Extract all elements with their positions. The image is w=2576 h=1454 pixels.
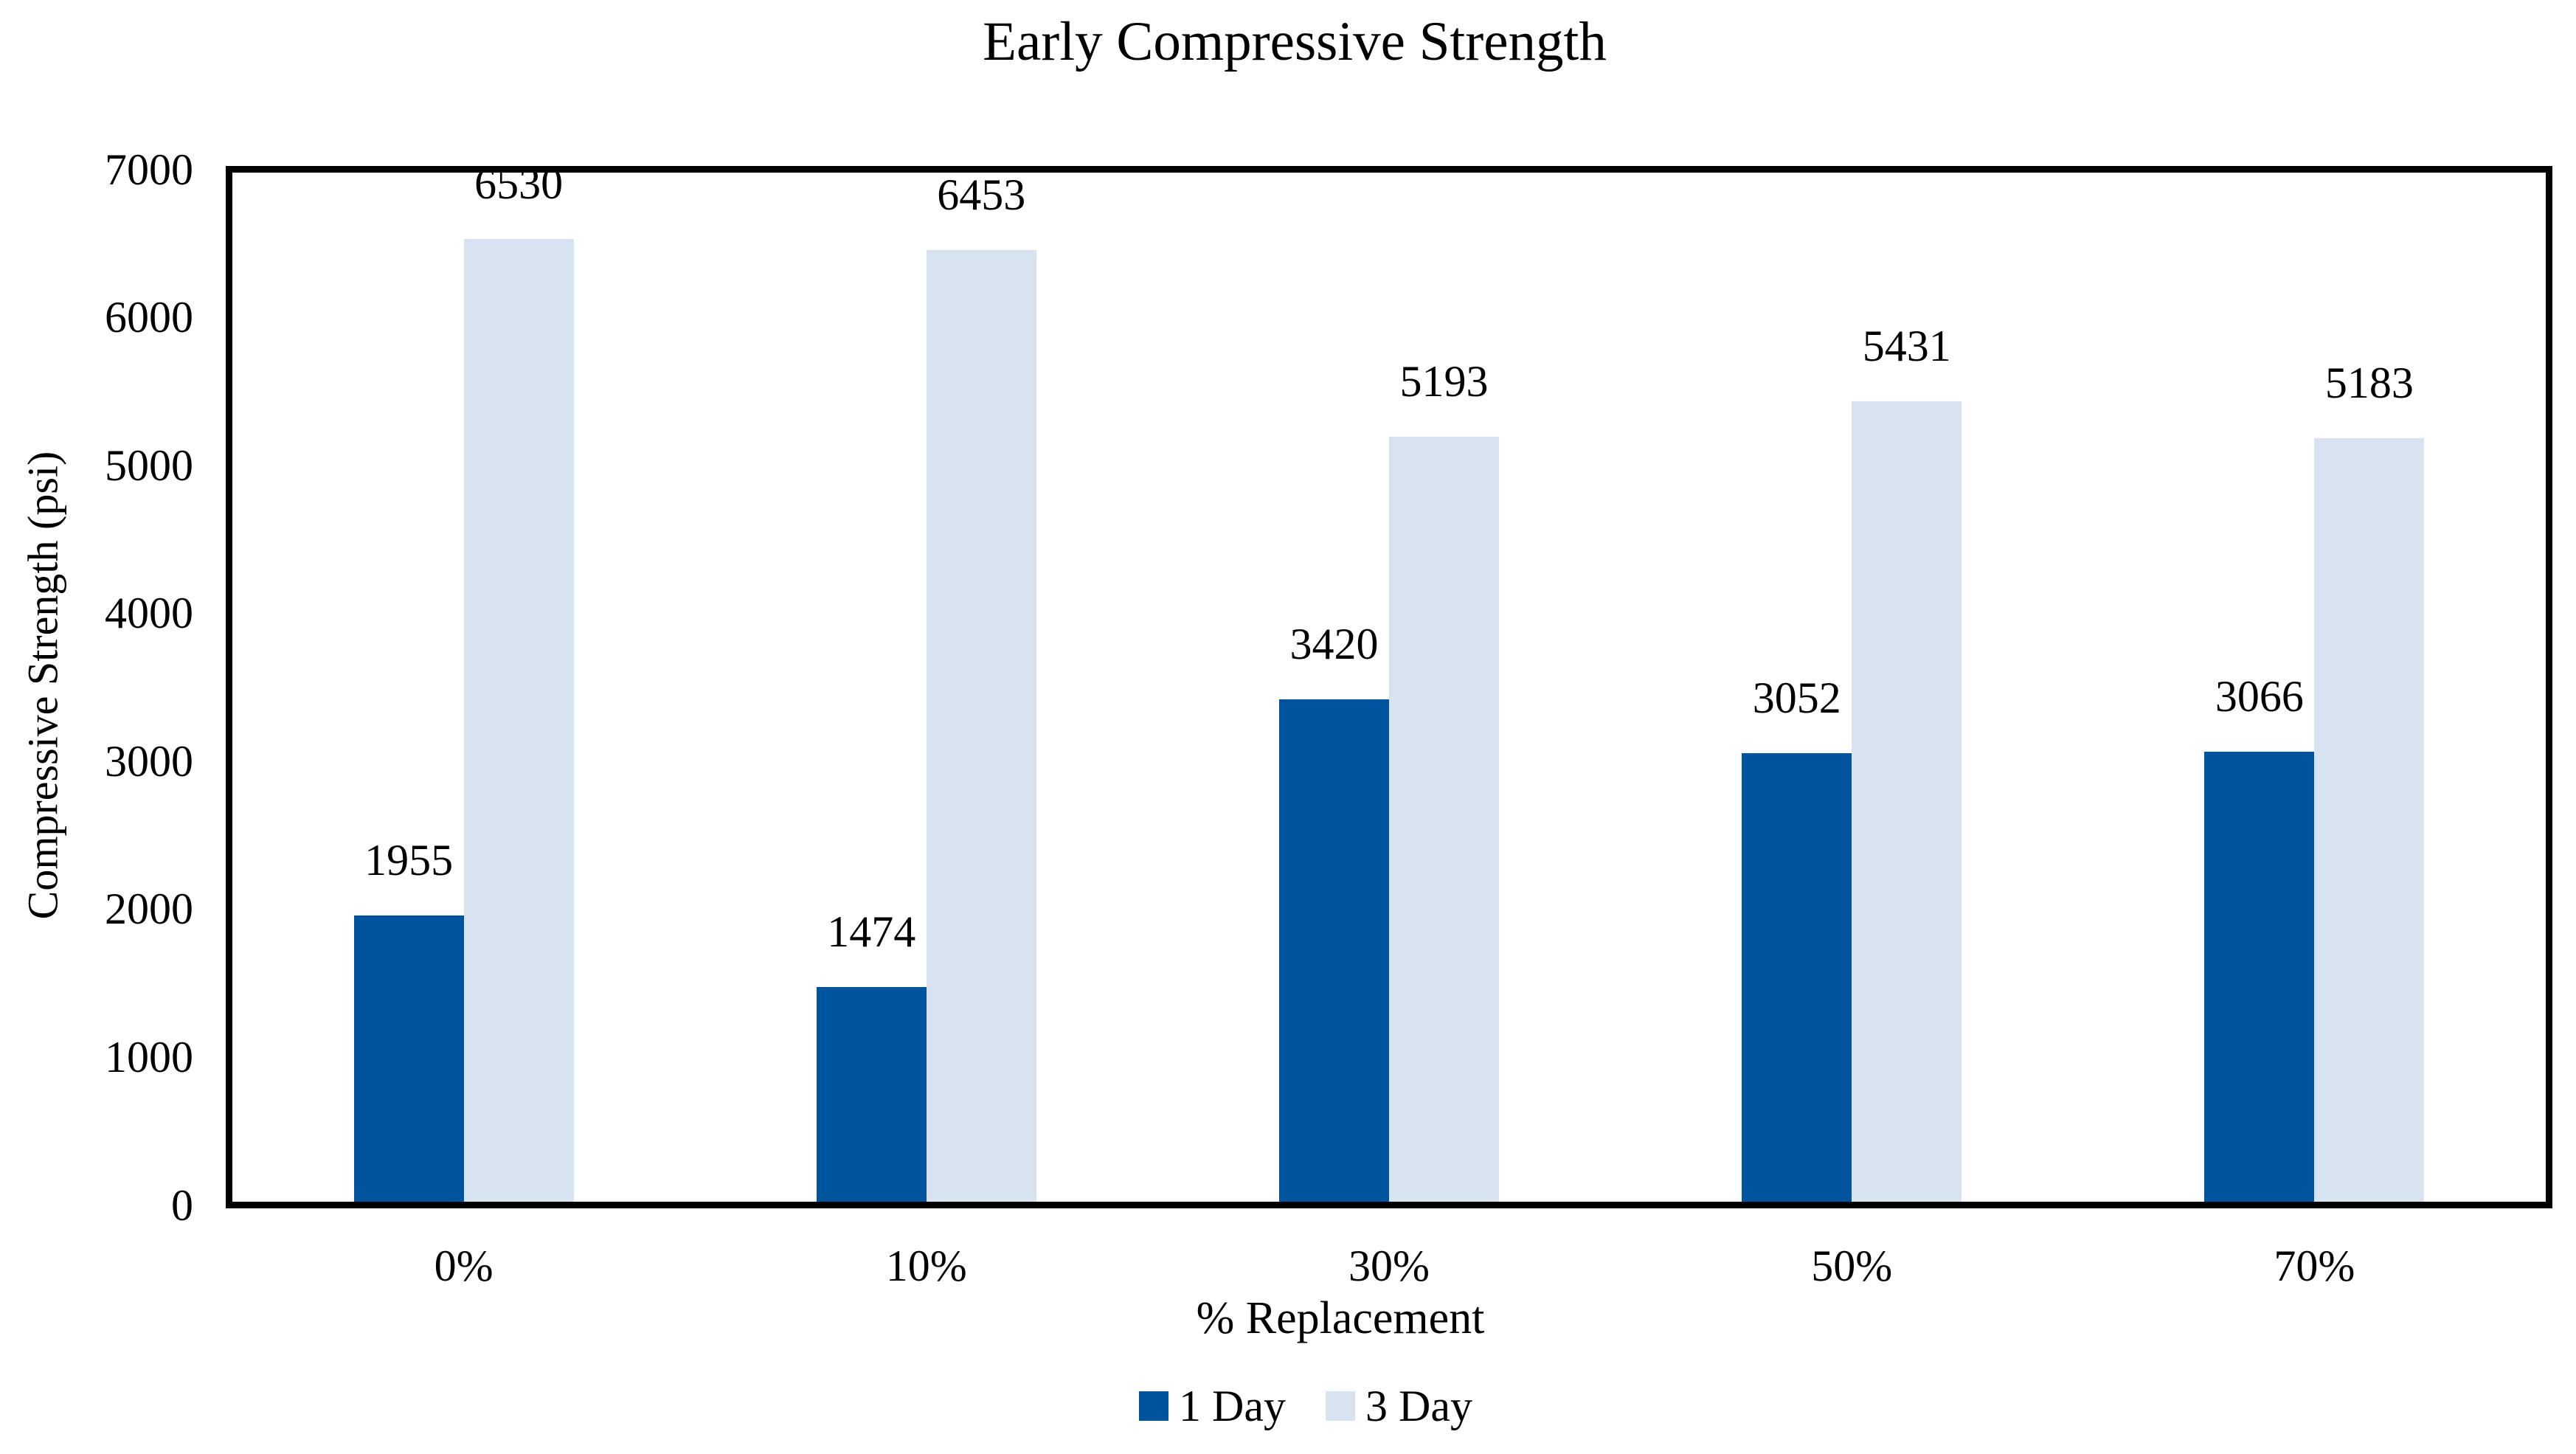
data-label-1-day-10: 1474 bbox=[827, 907, 916, 956]
legend: 1 Day 3 Day bbox=[0, 1377, 2576, 1436]
legend-item-3-day: 3 Day bbox=[1326, 1377, 1472, 1436]
y-axis-title: Compressive Strength (psi) bbox=[18, 451, 67, 920]
bar-3-day-0 bbox=[463, 238, 574, 1202]
bar-3-day-70 bbox=[2314, 437, 2425, 1202]
data-label-3-day-50: 5431 bbox=[1862, 322, 1951, 371]
data-label-1-day-30: 3420 bbox=[1289, 619, 1379, 668]
legend-swatch-1-day bbox=[1139, 1391, 1169, 1421]
y-tick-label-3000: 3000 bbox=[105, 736, 193, 786]
bar-1-day-30 bbox=[1279, 699, 1389, 1202]
bar-1-day-70 bbox=[2204, 751, 2315, 1202]
bar-3-day-30 bbox=[1389, 436, 1499, 1202]
bar-1-day-0 bbox=[353, 915, 464, 1202]
bar-3-day-10 bbox=[926, 250, 1036, 1202]
y-tick-label-2000: 2000 bbox=[105, 884, 193, 934]
legend-label-1-day: 1 Day bbox=[1179, 1382, 1286, 1430]
x-axis-title: % Replacement bbox=[1196, 1293, 1485, 1343]
y-tick-label-7000: 7000 bbox=[105, 145, 193, 194]
category-label-10: 10% bbox=[885, 1242, 967, 1290]
y-tick-label-5000: 5000 bbox=[105, 440, 193, 490]
data-label-3-day-70: 5183 bbox=[2324, 358, 2414, 407]
bar-1-day-10 bbox=[816, 986, 927, 1202]
data-label-3-day-30: 5193 bbox=[1399, 356, 1489, 406]
category-label-70: 70% bbox=[2274, 1242, 2355, 1290]
data-label-1-day-0: 1955 bbox=[364, 836, 454, 885]
y-tick-label-6000: 6000 bbox=[105, 293, 193, 342]
y-tick-label-0: 0 bbox=[171, 1180, 193, 1230]
category-label-30: 30% bbox=[1348, 1242, 1430, 1290]
chart-title: Early Compressive Strength bbox=[983, 11, 1607, 72]
category-label-0: 0% bbox=[434, 1242, 494, 1290]
bar-1-day-50 bbox=[1742, 753, 1852, 1202]
data-label-3-day-0: 6530 bbox=[474, 159, 564, 208]
bar-3-day-50 bbox=[1852, 401, 1962, 1202]
data-label-1-day-50: 3052 bbox=[1752, 674, 1841, 723]
y-tick-label-1000: 1000 bbox=[105, 1032, 193, 1081]
legend-label-3-day: 3 Day bbox=[1365, 1382, 1472, 1430]
legend-swatch-3-day bbox=[1326, 1391, 1355, 1421]
data-label-3-day-10: 6453 bbox=[937, 170, 1026, 220]
category-label-50: 50% bbox=[1811, 1242, 1893, 1290]
legend-item-1-day: 1 Day bbox=[1139, 1377, 1286, 1436]
data-label-1-day-70: 3066 bbox=[2215, 671, 2304, 721]
y-tick-label-4000: 4000 bbox=[105, 589, 193, 638]
